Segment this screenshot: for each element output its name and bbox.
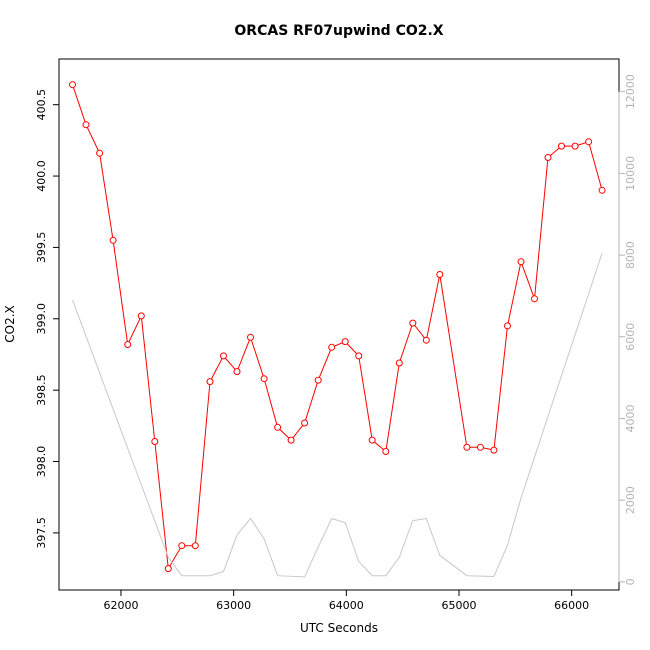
series-0	[69, 81, 606, 573]
y2-tick-label: 8000	[624, 241, 637, 269]
y-tick-label: 400.5	[35, 89, 48, 121]
y-axis-right: 0 2000 4000 6000 8000 10000 12000	[618, 74, 637, 585]
data-point	[531, 295, 538, 303]
y-axis-left: 397.5 398.0 398.5 399.0 399.5 400.0 400.5	[35, 89, 60, 549]
data-point	[178, 542, 186, 550]
data-point	[206, 378, 214, 386]
data-point	[341, 338, 349, 346]
y-tick-label: 399.0	[35, 303, 48, 335]
data-point	[476, 443, 484, 451]
data-point	[517, 258, 525, 266]
data-point	[571, 142, 579, 150]
y2-tick-label: 6000	[624, 323, 637, 351]
y2-tick-label: 12000	[624, 74, 637, 109]
data-point	[151, 438, 159, 445]
y-tick-label: 398.0	[35, 446, 48, 478]
data-point	[382, 448, 390, 455]
data-point	[274, 423, 282, 431]
data-point	[558, 142, 565, 150]
x-axis: 62000 63000 64000 65000 66000	[103, 589, 589, 612]
data-point	[314, 376, 322, 384]
series-layer	[69, 81, 606, 578]
data-point	[287, 436, 295, 444]
y2-tick-label: 10000	[624, 156, 637, 191]
x-tick-label: 65000	[442, 599, 477, 612]
y2-tick-label: 4000	[624, 404, 637, 432]
data-point	[328, 343, 336, 351]
y-axis-label: CO2.X	[3, 305, 17, 343]
data-point	[463, 443, 471, 451]
data-point	[301, 419, 309, 427]
data-point	[233, 368, 241, 376]
y2-tick-label: 2000	[624, 486, 637, 514]
x-tick-label: 62000	[103, 599, 138, 612]
series-1	[72, 252, 603, 578]
data-point	[96, 149, 104, 157]
y-tick-label: 400.0	[35, 160, 48, 192]
y-tick-label: 398.5	[35, 374, 48, 406]
data-point	[504, 322, 511, 330]
series-line	[72, 252, 603, 578]
data-point	[191, 542, 199, 550]
y2-tick-label: 0	[624, 578, 637, 585]
data-point	[220, 352, 227, 360]
data-point	[436, 271, 444, 278]
data-point	[164, 565, 172, 573]
data-point	[137, 312, 145, 320]
chart-title: ORCAS RF07upwind CO2.X	[234, 23, 443, 39]
data-point	[82, 121, 90, 129]
data-point	[124, 341, 132, 348]
data-point	[544, 154, 552, 161]
plot-frame	[58, 58, 620, 591]
data-point	[109, 236, 117, 244]
y-tick-label: 397.5	[35, 517, 48, 549]
data-point	[422, 336, 430, 344]
series-line	[72, 84, 603, 571]
x-tick-label: 63000	[216, 599, 251, 612]
data-point	[247, 333, 254, 341]
data-point	[368, 436, 376, 444]
data-point	[490, 446, 498, 454]
data-point	[585, 138, 593, 146]
x-tick-label: 66000	[554, 599, 589, 612]
data-point	[355, 352, 363, 360]
data-point	[395, 359, 403, 367]
y-tick-label: 399.5	[35, 232, 48, 264]
x-axis-label: UTC Seconds	[300, 621, 378, 635]
data-point	[260, 375, 268, 383]
data-point	[598, 186, 606, 194]
data-point	[409, 319, 417, 327]
x-tick-label: 64000	[329, 599, 364, 612]
data-point	[69, 81, 76, 89]
